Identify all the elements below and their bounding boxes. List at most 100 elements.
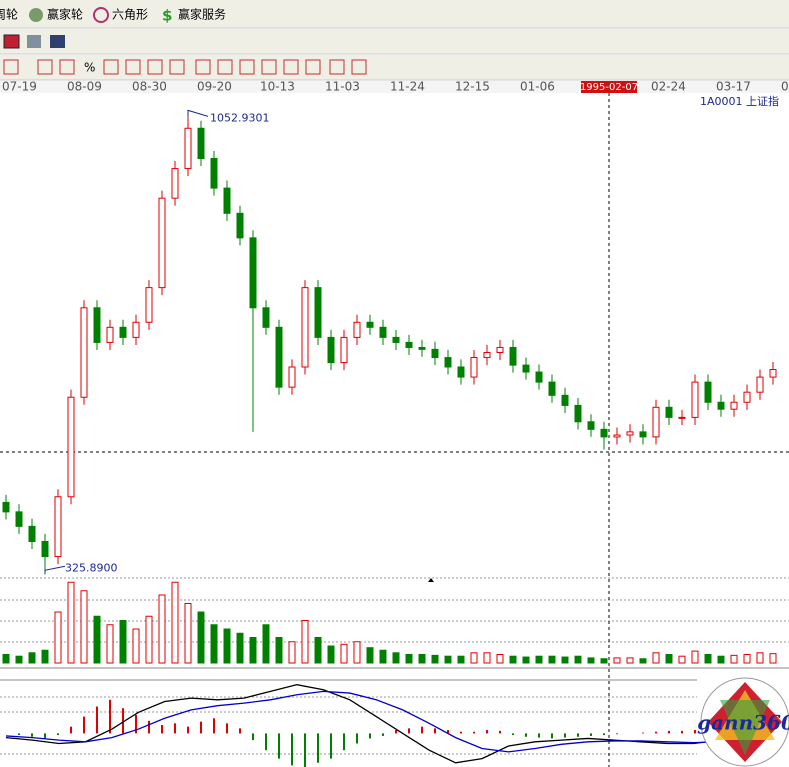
volume-bar <box>535 655 543 664</box>
tool-icon[interactable] <box>329 59 345 75</box>
volume-bar <box>119 620 127 664</box>
volume-bar <box>223 628 231 664</box>
volume-bar <box>249 637 257 664</box>
volume-bar <box>769 653 777 664</box>
tool-icon[interactable] <box>3 59 19 75</box>
volume-bar <box>379 649 387 664</box>
volume-bar <box>574 655 582 664</box>
candle-body <box>769 369 777 378</box>
volume-bar <box>353 641 361 664</box>
volume-bar <box>522 656 530 664</box>
tool-icon[interactable] <box>27 35 41 48</box>
candle-body <box>28 525 36 542</box>
candle-body <box>392 336 400 343</box>
volume-bar <box>340 643 348 664</box>
date-label: 10-13 <box>260 80 295 94</box>
tool-icon[interactable] <box>283 59 299 75</box>
menu-item[interactable]: 赢家服务 <box>178 7 226 22</box>
candle-body <box>600 428 608 438</box>
tool-icon[interactable] <box>103 59 119 75</box>
tool-icon[interactable] <box>305 59 321 75</box>
tool-icon[interactable] <box>217 59 233 75</box>
candle-body <box>184 127 192 170</box>
menu-item[interactable]: 周轮 <box>0 8 18 22</box>
candle-body <box>236 212 244 239</box>
cursor-date-box <box>581 81 637 93</box>
date-label: 09-20 <box>197 80 232 94</box>
candle-body <box>483 352 491 359</box>
tool-icon[interactable] <box>239 59 255 75</box>
candle-body <box>2 501 10 513</box>
volume-bar <box>236 632 244 664</box>
candle-body <box>314 287 322 338</box>
candle-body <box>470 357 478 378</box>
tool-icon[interactable] <box>50 35 65 48</box>
volume-bar <box>496 654 504 664</box>
candle-body <box>288 366 296 388</box>
volume-bar <box>301 620 309 664</box>
candle-body <box>418 346 426 350</box>
high-label: 1052.9301 <box>210 111 270 124</box>
candle-body <box>327 336 335 364</box>
tool-icon[interactable] <box>195 59 211 75</box>
volume-bar <box>483 652 491 664</box>
volume-bar <box>15 655 23 664</box>
menu-item[interactable]: 赢家轮 <box>47 7 83 22</box>
candle-body <box>132 321 140 338</box>
candle-body <box>717 401 725 410</box>
macd-line <box>5 684 774 764</box>
volume-bar <box>145 615 153 664</box>
candle-body <box>691 381 699 418</box>
tool-icon[interactable] <box>59 59 75 75</box>
low-pointer <box>44 565 66 575</box>
volume-bar <box>743 654 751 664</box>
tool-icon[interactable] <box>3 34 20 49</box>
candle-body <box>210 158 218 189</box>
volume-bar <box>80 590 88 664</box>
volume-bar <box>327 645 335 664</box>
candle-body <box>509 346 517 366</box>
volume-bar <box>613 657 621 664</box>
candle-body <box>249 237 257 309</box>
candle-body <box>301 287 309 368</box>
volume-bar <box>548 655 556 664</box>
toolbar <box>0 29 789 54</box>
panel-lines <box>0 577 789 755</box>
date-label: 11-24 <box>390 80 425 94</box>
tool-icon[interactable] <box>37 59 53 75</box>
volume-bar <box>197 611 205 664</box>
candle-body <box>652 406 660 438</box>
tool-icon[interactable] <box>169 59 185 75</box>
volume-bar <box>171 581 179 664</box>
candle-body <box>496 346 504 354</box>
tool-percent[interactable]: % <box>84 61 95 75</box>
candle-body <box>587 421 595 430</box>
date-label: 04 <box>781 80 789 94</box>
candle-body <box>548 381 556 396</box>
volume-bar <box>704 654 712 664</box>
volume-bar <box>561 656 569 664</box>
candle-body <box>340 336 348 364</box>
tool-icon[interactable] <box>261 59 277 75</box>
candle-body <box>41 540 49 558</box>
volume-bar <box>67 581 75 664</box>
candle-body <box>535 371 543 383</box>
candle-body <box>665 406 673 418</box>
volume-bar <box>288 641 296 664</box>
tool-icon[interactable] <box>351 59 367 75</box>
cursor-date: 1995-02-07 <box>580 82 638 93</box>
tool-icon[interactable] <box>125 59 141 75</box>
menu-icon: $ <box>162 7 172 25</box>
candle-body <box>106 326 114 343</box>
candle-body <box>522 364 530 373</box>
candle-body <box>197 127 205 160</box>
candle-body <box>444 357 452 368</box>
volume-bar <box>470 652 478 664</box>
candle-body <box>626 431 634 436</box>
tool-icon[interactable] <box>147 59 163 75</box>
menu-item[interactable]: 六角形 <box>112 8 148 22</box>
date-label: 11-03 <box>325 80 360 94</box>
candle-body <box>613 434 621 438</box>
candle-body <box>678 416 686 419</box>
